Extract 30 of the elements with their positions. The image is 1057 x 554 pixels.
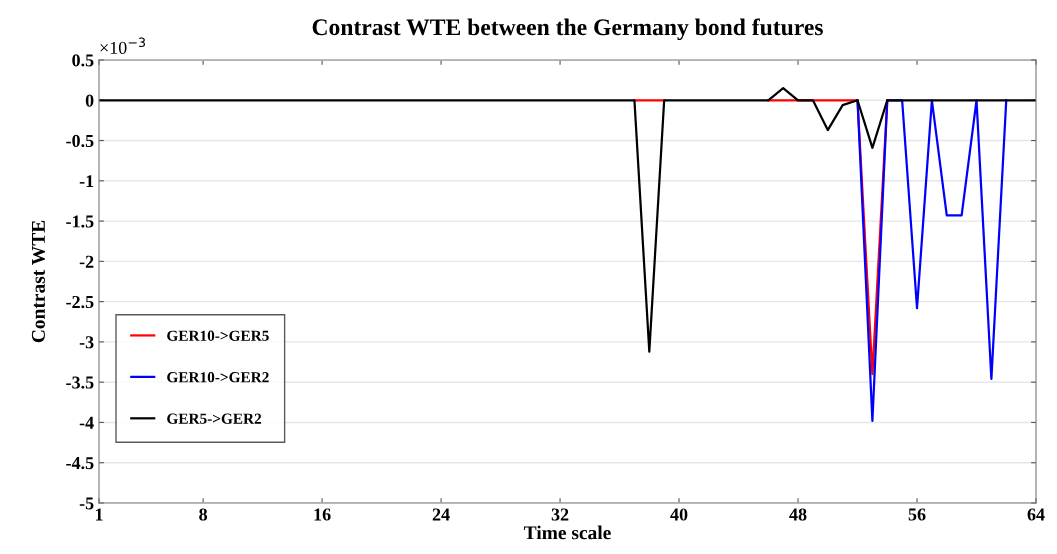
x-tick-label: 56	[908, 508, 926, 521]
x-axis-title: Time scale	[523, 525, 611, 540]
y-tick-label: -2	[79, 255, 94, 268]
line-series	[856, 99, 1008, 422]
legend-label: GER10->GER2	[167, 372, 269, 383]
x-tick-label: 8	[199, 508, 208, 521]
y-tick-label: -4	[79, 416, 94, 429]
y-tick-label: -2.5	[66, 295, 94, 309]
y-tick-label: -3	[79, 336, 94, 349]
x-tick-label: 16	[314, 508, 331, 521]
legend-label: GER10->GER5	[167, 330, 269, 341]
x-tick-label: 40	[670, 508, 688, 521]
y-tick-label: -3.5	[66, 376, 94, 389]
y-tick-label: -0.5	[66, 134, 94, 148]
x-tick-label: 48	[789, 508, 807, 521]
y-tick-label: -1	[79, 175, 94, 188]
y-tick-label: -5	[79, 497, 94, 510]
line-series	[99, 87, 1036, 353]
text: ×10$^{−3}$	[100, 37, 146, 54]
y-tick-label: 0.5	[72, 54, 94, 67]
y-axis-title: Contrast WTE	[31, 220, 46, 343]
legend-label: GER5->GER2	[167, 413, 262, 424]
y-tick-label: -1.5	[66, 215, 94, 228]
x-tick-label: 24	[432, 508, 450, 521]
y-tick-label: -4.5	[66, 457, 94, 470]
x-tick-label: 1	[95, 508, 103, 521]
x-tick-label: 32	[551, 508, 569, 521]
y-tick-label: 0	[85, 94, 94, 107]
chart-title: Contrast WTE between the Germany bond futures	[312, 18, 823, 41]
x-tick-label: 64	[1027, 508, 1045, 521]
